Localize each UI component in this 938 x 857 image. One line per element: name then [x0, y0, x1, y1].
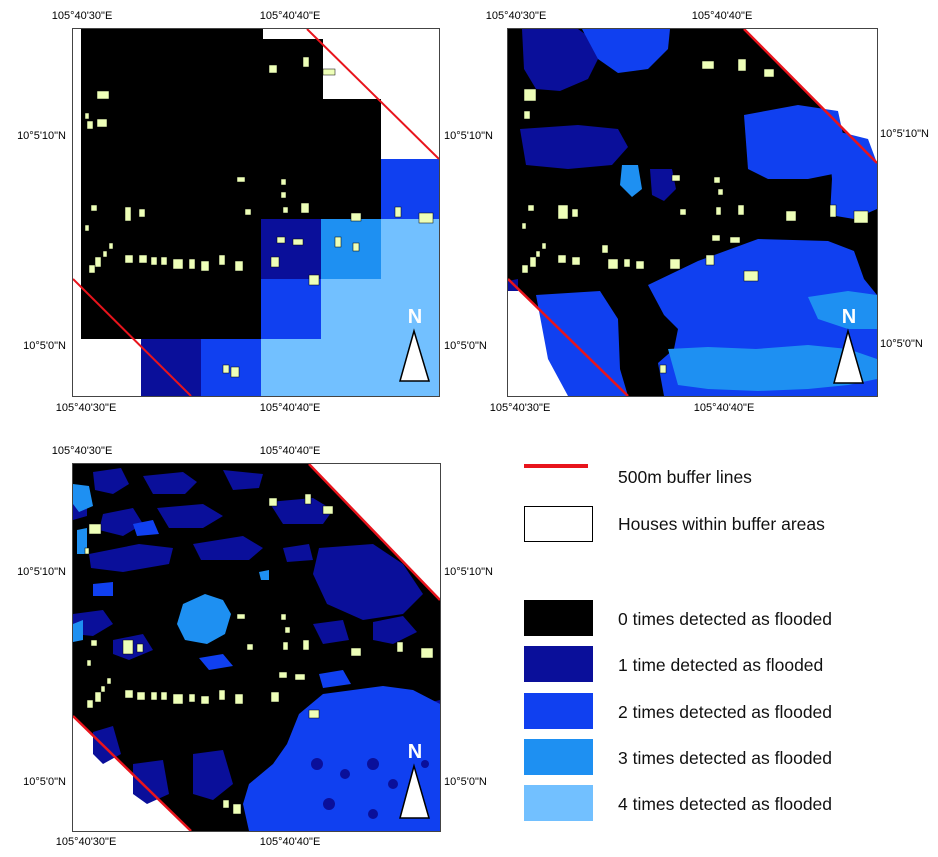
- north-label: N: [408, 741, 422, 763]
- north-label: N: [408, 306, 422, 328]
- class3-area: [620, 165, 877, 391]
- left-label: 10°5'10"N: [17, 130, 66, 142]
- class4-swatch: [524, 785, 593, 821]
- buffer-line: [308, 464, 440, 601]
- class0-area: [321, 99, 381, 219]
- buffer-line: [73, 715, 192, 831]
- class2-area: [93, 520, 440, 831]
- class3-area: [73, 484, 269, 644]
- legend-label: 3 times detected as flooded: [618, 748, 833, 768]
- left-label: 10°5'10"N: [17, 566, 66, 578]
- buffer-line-swatch: [524, 464, 588, 468]
- houses: [84, 493, 434, 815]
- class1-area: [311, 758, 429, 819]
- right-label: 10°5'0"N: [444, 776, 487, 788]
- legend-label: Houses within buffer areas: [618, 514, 825, 534]
- houses: [84, 56, 434, 378]
- north-label: N: [842, 306, 856, 328]
- class2-area: [261, 279, 321, 339]
- bottom-label: 105°40'40"E: [693, 402, 755, 414]
- class1-area: [261, 219, 321, 279]
- right-label: 10°5'10"N: [444, 566, 493, 578]
- map-panel-bottom-left: N: [72, 463, 441, 832]
- class4-area: [381, 219, 439, 279]
- north-arrow-icon: [833, 328, 864, 384]
- class1-swatch: [524, 646, 593, 682]
- houses: [521, 58, 869, 374]
- right-label: 10°5'0"N: [880, 338, 923, 350]
- class3-area: [321, 219, 381, 279]
- class4-area: [261, 339, 321, 396]
- left-label: 10°5'0"N: [23, 340, 66, 352]
- class2-area: [381, 159, 439, 219]
- buffer-line: [73, 278, 192, 396]
- top-label: 105°40'30"E: [51, 10, 113, 22]
- class1-area: [141, 339, 201, 396]
- legend-label: 500m buffer lines: [618, 467, 752, 487]
- buffer-line: [508, 278, 629, 396]
- right-label: 10°5'10"N: [444, 130, 493, 142]
- bottom-label: 105°40'30"E: [55, 836, 117, 848]
- top-label: 105°40'40"E: [691, 10, 753, 22]
- buffer-line: [306, 29, 439, 160]
- houses-swatch: [524, 506, 593, 542]
- class3-swatch: [524, 739, 593, 775]
- top-label: 105°40'30"E: [485, 10, 547, 22]
- buffer-line: [743, 29, 877, 164]
- map-panel-top-right: N: [507, 28, 878, 397]
- map-panel-top-left: N: [72, 28, 440, 397]
- flood-map-top-right: N: [508, 29, 877, 396]
- top-label: 105°40'40"E: [259, 445, 321, 457]
- left-label: 10°5'0"N: [23, 776, 66, 788]
- bottom-label: 105°40'30"E: [55, 402, 117, 414]
- class0-area: [81, 29, 263, 339]
- flood-map-top-left: N: [73, 29, 439, 396]
- right-label: 10°5'10"N: [880, 128, 929, 140]
- north-arrow-icon: [399, 328, 431, 382]
- north-arrow-icon: [399, 763, 430, 819]
- bottom-label: 105°40'40"E: [259, 836, 321, 848]
- flood-map-bottom-left: N: [73, 464, 440, 831]
- right-label: 10°5'0"N: [444, 340, 487, 352]
- class2-swatch: [524, 693, 593, 729]
- legend-label: 0 times detected as flooded: [618, 609, 833, 629]
- bottom-label: 105°40'30"E: [489, 402, 551, 414]
- bottom-label: 105°40'40"E: [259, 402, 321, 414]
- legend-label: 4 times detected as flooded: [618, 794, 833, 814]
- legend-label: 1 time detected as flooded: [618, 655, 824, 675]
- class0-swatch: [524, 600, 593, 636]
- class1-area: [73, 468, 440, 804]
- top-label: 105°40'40"E: [259, 10, 321, 22]
- legend-label: 2 times detected as flooded: [618, 702, 833, 722]
- top-label: 105°40'30"E: [51, 445, 113, 457]
